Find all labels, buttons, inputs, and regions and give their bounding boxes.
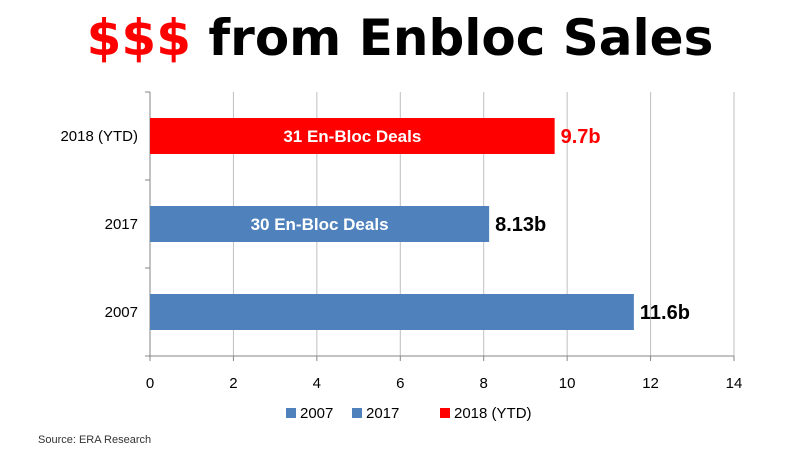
- x-tick-label: 6: [396, 375, 404, 392]
- source-note: Source: ERA Research: [38, 434, 152, 446]
- data-label: 11.6b: [640, 302, 690, 324]
- bar: [150, 294, 634, 330]
- y-tick-label: 2018 (YTD): [60, 128, 138, 145]
- data-label: 9.7b: [561, 126, 601, 148]
- x-tick-label: 0: [146, 375, 154, 392]
- legend-label: 2017: [366, 405, 399, 422]
- chart-title-highlight: $$$: [86, 9, 192, 67]
- x-tick-label: 12: [642, 375, 659, 392]
- chart-title-text: from Enbloc Sales: [191, 9, 714, 67]
- legend-swatch: [440, 408, 450, 418]
- x-tick-label: 10: [559, 375, 576, 392]
- x-tick-label: 8: [480, 375, 488, 392]
- legend-label: 2018 (YTD): [454, 405, 532, 422]
- x-tick-label: 14: [726, 375, 743, 392]
- bar: [150, 118, 555, 154]
- legend-swatch: [352, 408, 362, 418]
- bar: [150, 206, 490, 242]
- bar-annotation: 31 En-Bloc Deals: [283, 127, 421, 146]
- legend-label: 2007: [300, 405, 333, 422]
- chart-title: $$$ from Enbloc Sales: [0, 8, 800, 68]
- y-tick-label: 2007: [105, 304, 138, 321]
- legend-swatch: [286, 408, 296, 418]
- x-tick-label: 2: [229, 375, 237, 392]
- x-tick-label: 4: [313, 375, 321, 392]
- y-tick-label: 2017: [105, 216, 138, 233]
- bar-annotation: 30 En-Bloc Deals: [251, 215, 389, 234]
- data-label: 8.13b: [495, 214, 546, 236]
